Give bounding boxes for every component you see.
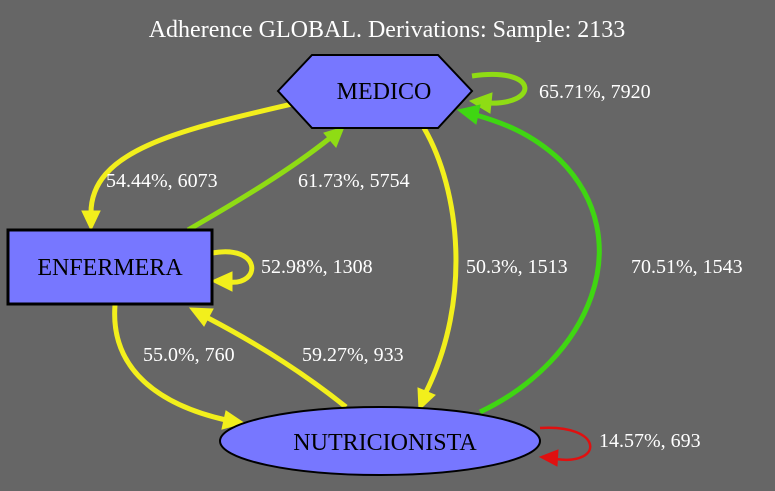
edge-label-enfermera-enfermera: 52.98%, 1308 [261, 256, 373, 278]
edge-medico-enfermera [81, 101, 293, 232]
edge-nutricionista-medico-arrow [456, 104, 481, 125]
edge-medico-nutricionista-line [421, 126, 459, 394]
node-nutricionista-label: NUTRICIONISTA [293, 430, 477, 456]
edge-label-medico-nutricionista: 50.3%, 1513 [466, 256, 568, 278]
edge-enfermera-enfermera-line [211, 249, 255, 285]
edge-nutricionista-enfermera [188, 307, 348, 409]
edge-label-nutricionista-medico: 70.51%, 1543 [631, 256, 743, 278]
edge-medico-nutricionista [417, 126, 459, 412]
edge-label-enfermera-medico: 61.73%, 5754 [298, 170, 410, 192]
edge-enfermera-medico-arrow [323, 126, 345, 148]
edge-enfermera-nutricionista-line [112, 304, 227, 423]
edge-label-nutricionista-enfermera: 59.27%, 933 [302, 344, 404, 366]
edge-nutricionista-medico-line [475, 112, 602, 415]
edge-enfermera-medico-line [186, 136, 332, 233]
node-medico[interactable]: MEDICO [276, 54, 474, 129]
edge-nutricionista-nutricionista-line [539, 426, 592, 462]
edge-nutricionista-medico [456, 104, 602, 415]
diagram-title: Adherence GLOBAL. Derivations: Sample: 2… [149, 17, 626, 43]
edge-medico-nutricionista-arrow [417, 387, 436, 412]
edge-medico-medico-line [471, 72, 528, 106]
edge-label-medico-medico: 65.71%, 7920 [539, 81, 651, 103]
edge-medico-enfermera-line [88, 101, 293, 215]
node-enfermera[interactable]: ENFERMERA [6, 228, 214, 306]
edge-enfermera-enfermera-arrow [210, 271, 233, 292]
edge-label-medico-enfermera: 54.44%, 6073 [106, 170, 218, 192]
edge-medico-enfermera-arrow [81, 210, 101, 232]
node-enfermera-label: ENFERMERA [37, 255, 183, 281]
edge-nutricionista-enfermera-arrow [188, 307, 214, 327]
edge-enfermera-enfermera [210, 249, 255, 292]
edge-nutricionista-enfermera-line [206, 315, 348, 409]
edge-nutricionista-nutricionista-arrow [538, 449, 559, 467]
edge-nutricionista-nutricionista [538, 426, 592, 467]
node-medico-shape [276, 54, 474, 129]
edge-label-enfermera-nutricionista: 55.0%, 760 [143, 344, 235, 366]
node-enfermera-shape [6, 228, 214, 306]
node-nutricionista-shape [219, 406, 541, 476]
edge-label-nutricionista-nutricionista: 14.57%, 693 [599, 430, 701, 452]
edge-enfermera-medico [186, 126, 345, 233]
node-nutricionista[interactable]: NUTRICIONISTA [219, 406, 541, 476]
node-medico-label: MEDICO [337, 79, 432, 105]
